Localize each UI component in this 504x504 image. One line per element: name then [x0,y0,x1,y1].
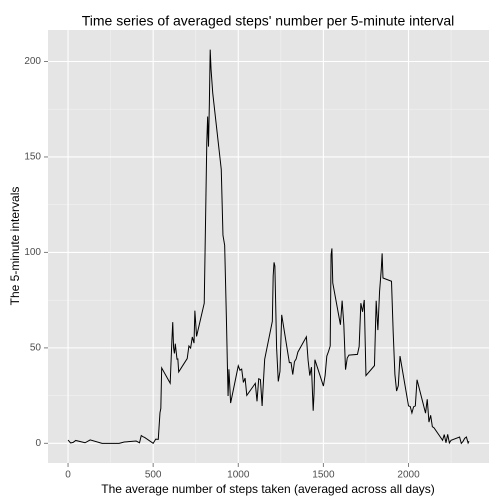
y-tick-label: 50 [30,343,42,354]
x-tick-label: 1000 [227,470,250,481]
y-tick-label: 200 [24,56,41,67]
y-tick-label: 150 [24,152,41,163]
x-tick-label: 1500 [312,470,335,481]
line [67,49,470,445]
x-tick-label: 2000 [397,470,420,481]
panel [48,30,489,463]
y-axis-title: The 5-minute intervals [8,187,22,306]
y-tick-label: 100 [24,247,41,258]
x-axis-title: The average number of steps taken (avera… [101,482,435,496]
x-tick-label: 0 [65,470,71,481]
y-tick-label: 0 [35,438,41,449]
chart-title: Time series of averaged steps' number pe… [82,13,455,29]
x-tick-label: 500 [145,470,162,481]
